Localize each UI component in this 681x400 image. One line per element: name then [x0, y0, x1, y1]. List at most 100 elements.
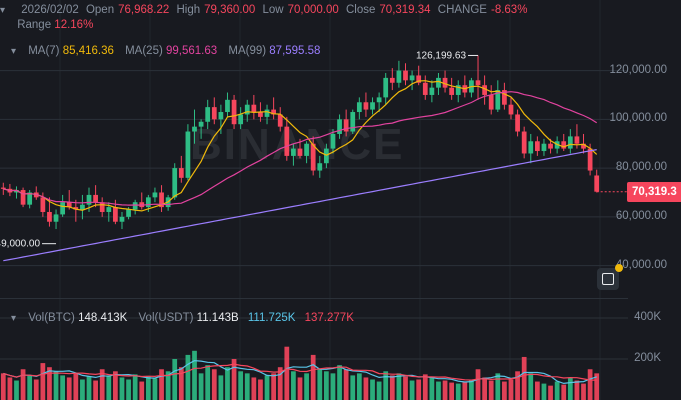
high-label: High [176, 4, 201, 16]
candle-body [436, 77, 441, 88]
volume-bar [350, 375, 356, 400]
candle-body [172, 168, 178, 198]
ma99-line [3, 149, 597, 262]
vol-collapse-icon[interactable]: ▾ [11, 313, 17, 324]
candle-body [60, 202, 66, 215]
screenshot-button[interactable] [597, 264, 623, 290]
candle-body [185, 131, 191, 178]
pane-divider[interactable] [0, 298, 628, 299]
low-value: 70,000.00 [287, 4, 339, 16]
low-annotation: 49,000.00 [0, 239, 40, 250]
ma-collapse-icon[interactable]: ▾ [11, 46, 17, 57]
candle-body [192, 126, 197, 132]
volume-tick-label: 200K [634, 352, 661, 364]
candle-body [396, 70, 402, 83]
candle-body [14, 190, 19, 193]
candle-body [113, 207, 118, 222]
volume-bar [185, 354, 191, 400]
candle-body [587, 148, 593, 171]
collapse-icon[interactable]: ▾ [0, 5, 6, 16]
volume-bar [119, 377, 125, 400]
open-label: Open [85, 4, 115, 16]
volume-bar [178, 367, 184, 400]
notification-dot [615, 264, 623, 272]
volume-bar [20, 369, 26, 400]
volume-bar [264, 375, 270, 400]
vol-btc-value: 148.413K [78, 312, 128, 324]
candle-body [27, 192, 33, 205]
volume-bar [106, 375, 112, 400]
volume-bar [455, 383, 461, 400]
volume-bar [211, 369, 217, 400]
volume-bar [172, 359, 178, 400]
candle-body [251, 104, 257, 113]
candle-body [429, 87, 435, 95]
vol-usdt-value: 11.143B [196, 312, 239, 324]
candle-body [317, 163, 323, 171]
candle-body [277, 114, 283, 127]
candle-body [231, 99, 237, 125]
candle-body [403, 70, 408, 81]
ma25-line [3, 91, 598, 206]
candle-body [152, 192, 158, 198]
vol-btc-label: Vol(BTC) [28, 312, 75, 324]
volume-bar [581, 383, 586, 400]
volume-bar [317, 369, 323, 400]
volume-bar [409, 380, 415, 400]
volume-bar [99, 369, 105, 400]
vol-ma2-line [3, 363, 597, 381]
volume-bar [521, 356, 527, 400]
volume-bar [330, 373, 336, 400]
price-tick-label: 120,000.00 [609, 63, 667, 76]
volume-bar [53, 371, 59, 400]
candle-body [297, 148, 303, 156]
candle-body [475, 80, 481, 86]
candle-body [258, 112, 263, 117]
ma7-line [3, 80, 598, 212]
vol-ma1-line [3, 359, 597, 385]
volume-bar [436, 381, 441, 400]
volume-bar [528, 373, 534, 400]
volume-bar [442, 380, 448, 400]
candle-body [132, 202, 138, 210]
ma25-label: MA(25) [125, 45, 163, 57]
ma-legend: ▾ MA(7) 85,416.36 MA(25) 99,561.63 MA(99… [11, 43, 320, 60]
volume-bar [7, 377, 13, 400]
high-annotation: 126,199.63 [416, 50, 466, 61]
candle-body [449, 87, 455, 95]
vol-usdt-label: Vol(USDT) [138, 312, 194, 324]
vol-ma1-value: 111.725K [247, 312, 296, 324]
volume-bar [251, 377, 257, 400]
volume-bar [310, 354, 316, 400]
ma7-value: 85,416.36 [62, 45, 114, 57]
candle-body [389, 77, 395, 83]
volume-bar [218, 375, 224, 400]
candle-body [264, 109, 270, 117]
volume-bar [152, 378, 158, 400]
volume-bar [66, 377, 72, 400]
volume-bar [422, 374, 428, 400]
volume-bar [403, 376, 408, 400]
candle-body [581, 143, 586, 149]
volume-bar [27, 375, 33, 400]
volume-bar [80, 379, 85, 400]
volume-bar [145, 376, 151, 400]
candle-body [442, 77, 448, 88]
candle-body [238, 114, 244, 125]
volume-bar [73, 373, 79, 400]
price-tick-label: 60,000.00 [615, 209, 667, 222]
volume-bar [548, 385, 553, 400]
camera-icon [602, 273, 614, 285]
candle-body [99, 202, 105, 212]
candle-body [356, 102, 362, 113]
volume-legend: ▾ Vol(BTC) 148.413K Vol(USDT) 11.143B 11… [11, 310, 354, 327]
candle-body [178, 168, 184, 178]
candle-body [350, 112, 356, 132]
candle-body [502, 90, 507, 105]
volume-bar [475, 369, 481, 400]
candle-body [488, 94, 494, 110]
candle-body [159, 192, 164, 208]
open-value: 76,968.22 [118, 4, 170, 16]
candle-body [363, 102, 369, 110]
